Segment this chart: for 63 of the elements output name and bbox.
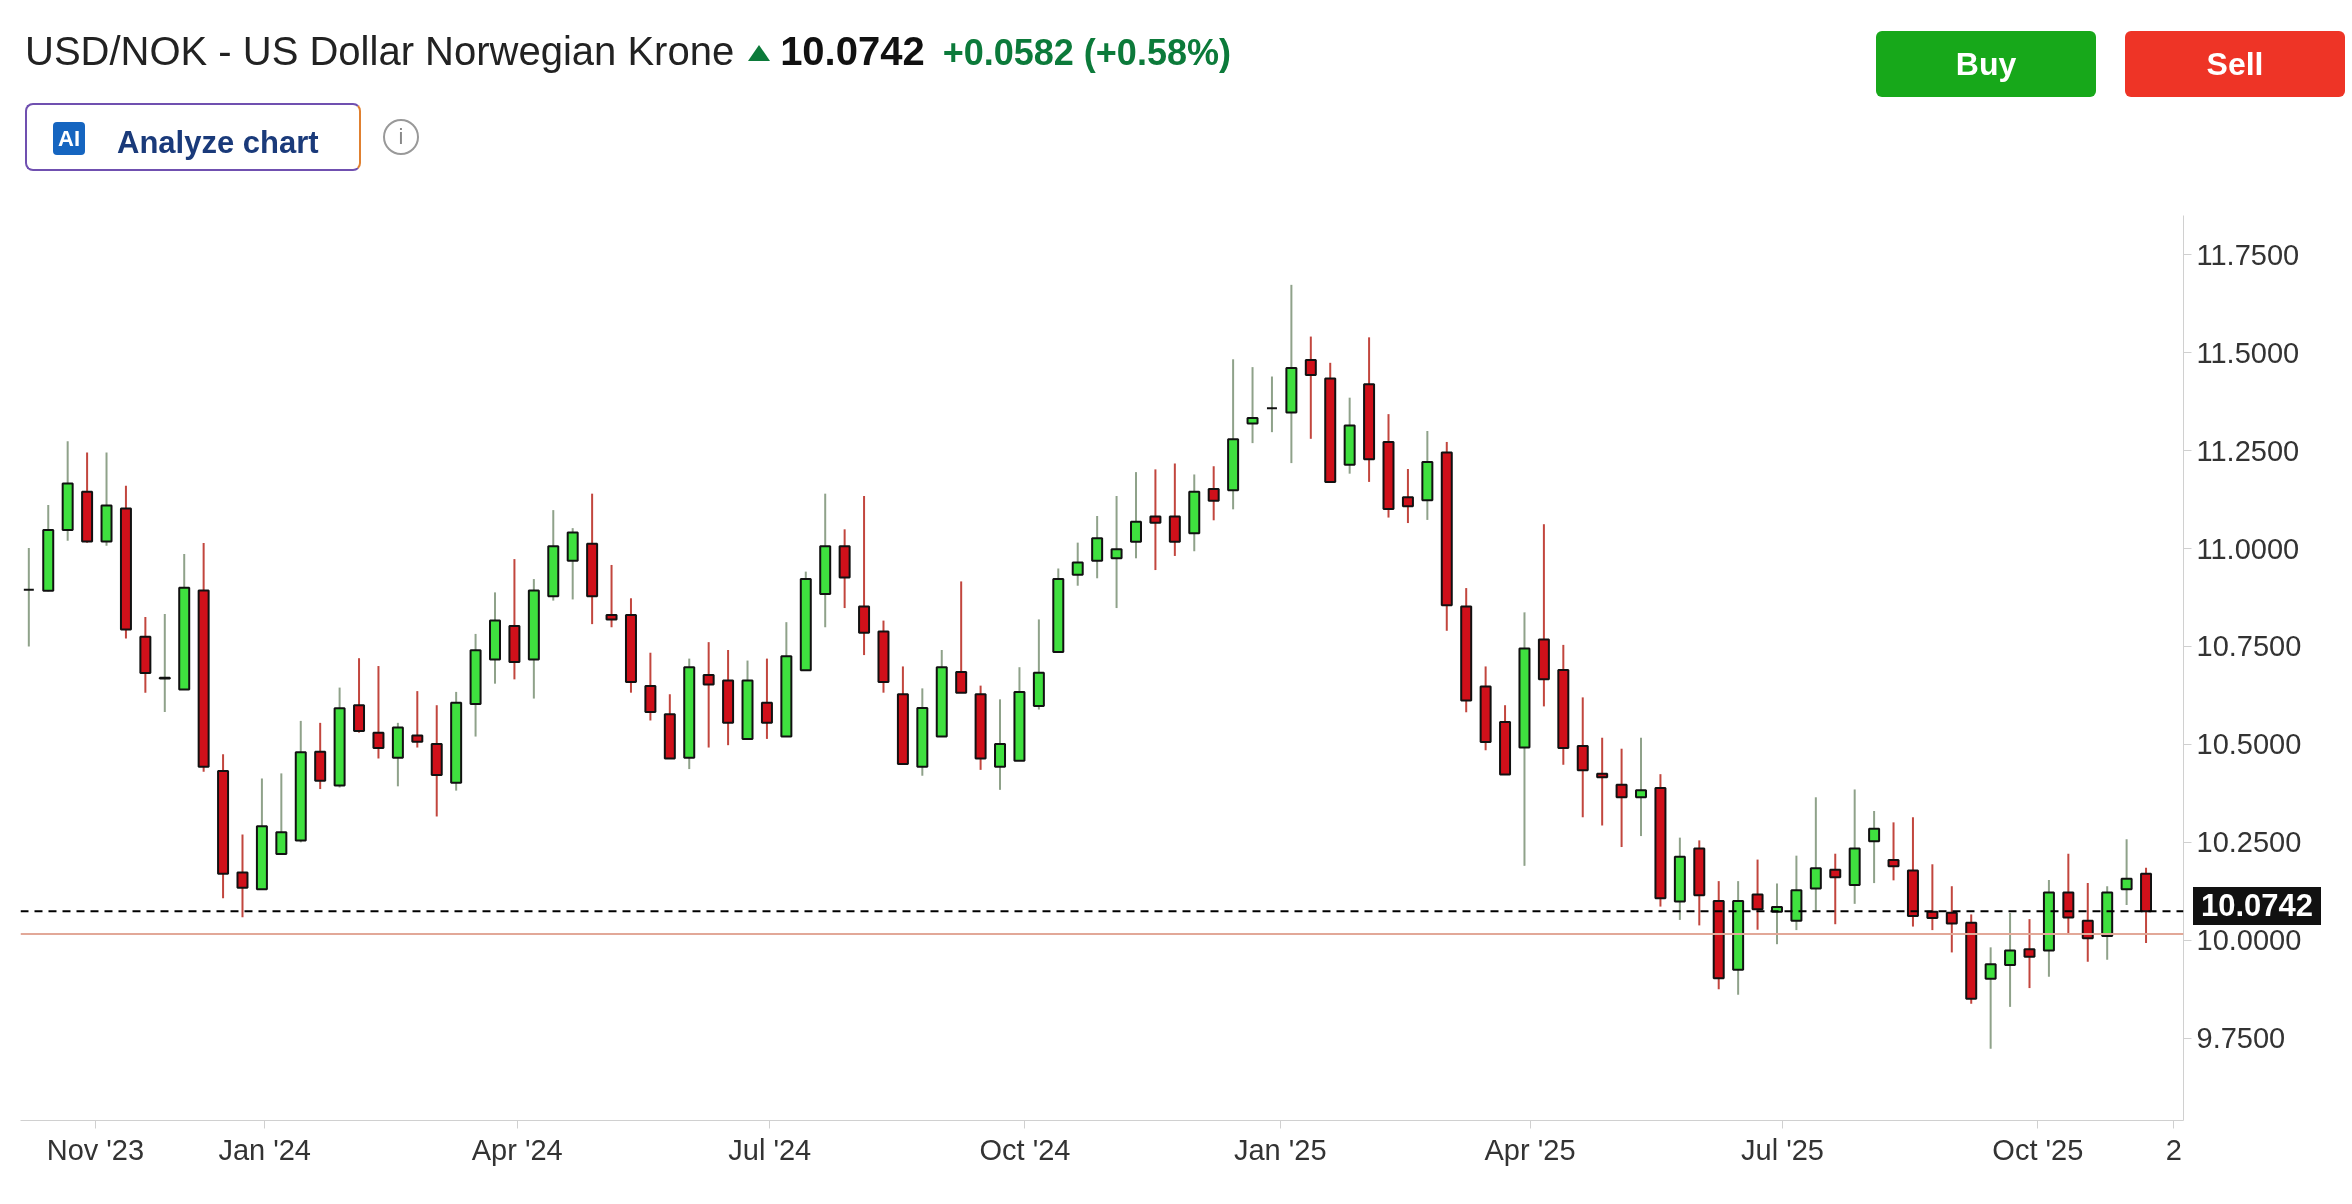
y-tick-label: 10.2500: [2196, 826, 2302, 859]
candlestick: [1149, 468, 1162, 572]
y-tick-label: 10.7500: [2196, 630, 2302, 663]
x-tick-label: 2: [2165, 1133, 2182, 1166]
candlestick: [1829, 852, 1842, 926]
candlestick: [1401, 467, 1414, 525]
x-tick-label: Apr '24: [471, 1133, 563, 1166]
candlestick: [1615, 747, 1628, 849]
candlestick: [1091, 514, 1104, 580]
x-tick-label: Jul '24: [728, 1133, 812, 1166]
y-tick-label: 11.7500: [2196, 238, 2300, 271]
candlestick: [1246, 366, 1259, 445]
candlestick: [372, 665, 385, 760]
candlestick: [702, 641, 715, 749]
candlestick: [2023, 918, 2036, 990]
candlestick: [22, 547, 35, 648]
candlestick: [1809, 796, 1822, 913]
x-tick-label: Jan '25: [1233, 1133, 1327, 1166]
candlestick: [1110, 495, 1123, 610]
chart-title: USD/NOK - US Dollar Norwegian Krone: [25, 29, 735, 73]
y-tick-label: 10.5000: [2196, 728, 2302, 761]
candlestick: [158, 612, 171, 713]
text: Sell: [2125, 31, 2345, 97]
candlestick: [1635, 736, 1648, 838]
candlestick: [760, 657, 773, 740]
candlestick: [1265, 375, 1278, 434]
candlestick: [1304, 335, 1317, 440]
candlestick: [605, 563, 618, 629]
y-tick-label: 10.0000: [2196, 924, 2302, 957]
candlestick: [955, 580, 968, 694]
y-tick-label: 11.0000: [2196, 532, 2300, 565]
candlestick: [236, 833, 249, 919]
candlestick: [411, 690, 424, 749]
x-tick-label: Apr '25: [1484, 1133, 1576, 1166]
candlestick: [1071, 541, 1084, 587]
candlestick: [1596, 736, 1609, 827]
text: Analyze chart: [117, 124, 319, 162]
candlestick: [275, 772, 288, 856]
x-tick-label: Jul '25: [1741, 1133, 1824, 1166]
text: AI: [53, 122, 85, 156]
candlestick: [1945, 885, 1958, 954]
text: i: [383, 119, 419, 155]
candlestick: [1984, 946, 1997, 1050]
candlestick: [1207, 465, 1220, 522]
ref-line-label: 10.0742: [2193, 886, 2322, 925]
x-tick-label: Nov '23: [46, 1133, 145, 1166]
y-tick-label: 9.7500: [2196, 1022, 2286, 1055]
text: +0.0582 (+0.58%): [942, 32, 1231, 73]
y-tick-label: 11.5000: [2196, 336, 2300, 369]
candlestick: [994, 698, 1007, 791]
text: Buy: [1876, 31, 2096, 97]
candlestick: [1887, 821, 1900, 882]
candlestick: [1868, 810, 1881, 885]
x-tick-label: Oct '25: [1992, 1133, 2084, 1166]
y-tick-label: 11.2500: [2196, 434, 2300, 467]
candlestick: [1751, 858, 1764, 931]
chart-subtitle: 10.0742: [780, 29, 925, 73]
candlestick: [1130, 471, 1142, 560]
x-tick-label: Oct '24: [979, 1133, 1071, 1166]
candlestick: [1926, 863, 1939, 932]
candlestick: [2004, 911, 2017, 1008]
candlestick: [2120, 838, 2133, 907]
x-tick-label: Jan '24: [218, 1133, 311, 1166]
